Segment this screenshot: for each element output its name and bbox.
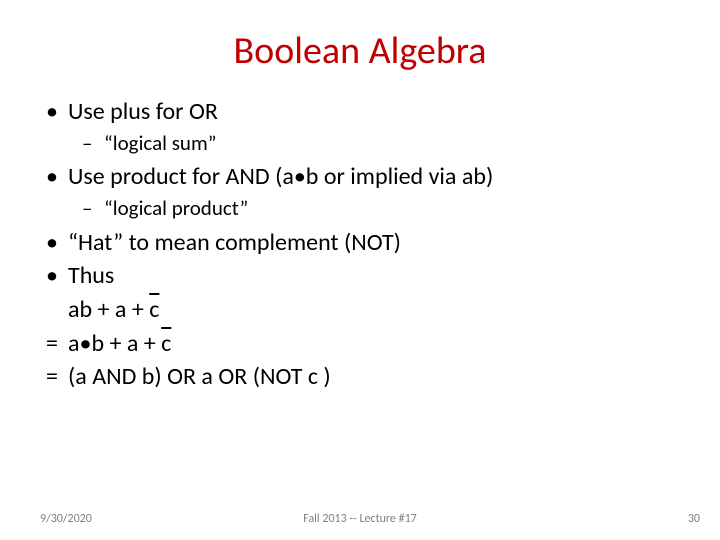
subbullet-and-text: “logical product” xyxy=(104,195,680,223)
eq1-bar: c xyxy=(149,295,159,324)
equation-line-3: = (a AND b) OR a OR (NOT c ) xyxy=(40,361,680,393)
bullet-thus-text: Thus xyxy=(68,260,680,292)
equation-line-1: ab + a + c xyxy=(40,294,680,326)
bullet-dot-icon: • xyxy=(40,260,68,292)
bullet-and: • Use product for AND (a•b or implied vi… xyxy=(40,161,680,193)
bullet-and-text: Use product for AND (a•b or implied via … xyxy=(68,161,680,193)
subbullet-or-text: “logical sum” xyxy=(104,130,680,158)
equation-expr-2: a•b + a + c xyxy=(68,328,680,360)
footer-center: Fall 2013 -- Lecture #17 xyxy=(0,512,720,526)
equation-line-2: = a•b + a + c xyxy=(40,328,680,360)
equation-block: • Thus ab + a + c = a•b + a + c = (a AND… xyxy=(40,260,680,393)
slide-body: • Use plus for OR – “logical sum” • Use … xyxy=(40,96,680,393)
equation-expr-1: ab + a + c xyxy=(68,294,680,326)
eq2-pre: a•b + a + xyxy=(68,329,161,358)
eq1-pre: ab + a + xyxy=(68,295,149,324)
bullet-dot-icon: • xyxy=(40,227,68,259)
equation-expr-3: (a AND b) OR a OR (NOT c ) xyxy=(68,361,680,393)
footer-date: 9/30/2020 xyxy=(40,512,92,526)
bullet-dot-icon: • xyxy=(40,96,68,128)
slide-title: Boolean Algebra xyxy=(40,28,680,74)
equals-sign: = xyxy=(40,328,68,360)
subbullet-or: – “logical sum” xyxy=(82,130,680,158)
slide: Boolean Algebra • Use plus for OR – “log… xyxy=(0,0,720,540)
bullet-or-text: Use plus for OR xyxy=(68,96,680,128)
dash-icon: – xyxy=(82,195,104,223)
bullet-thus: • Thus xyxy=(40,260,680,292)
slide-footer: 9/30/2020 Fall 2013 -- Lecture #17 30 xyxy=(0,512,720,526)
bullet-dot-icon: • xyxy=(40,161,68,193)
bullet-hat-text: “Hat” to mean complement (NOT) xyxy=(68,227,680,259)
footer-page-number: 30 xyxy=(688,512,700,526)
dash-icon: – xyxy=(82,130,104,158)
equals-sign: = xyxy=(40,361,68,393)
subbullet-and: – “logical product” xyxy=(82,195,680,223)
bullet-or: • Use plus for OR xyxy=(40,96,680,128)
bullet-hat: • “Hat” to mean complement (NOT) xyxy=(40,227,680,259)
eq2-bar: c xyxy=(161,329,171,358)
